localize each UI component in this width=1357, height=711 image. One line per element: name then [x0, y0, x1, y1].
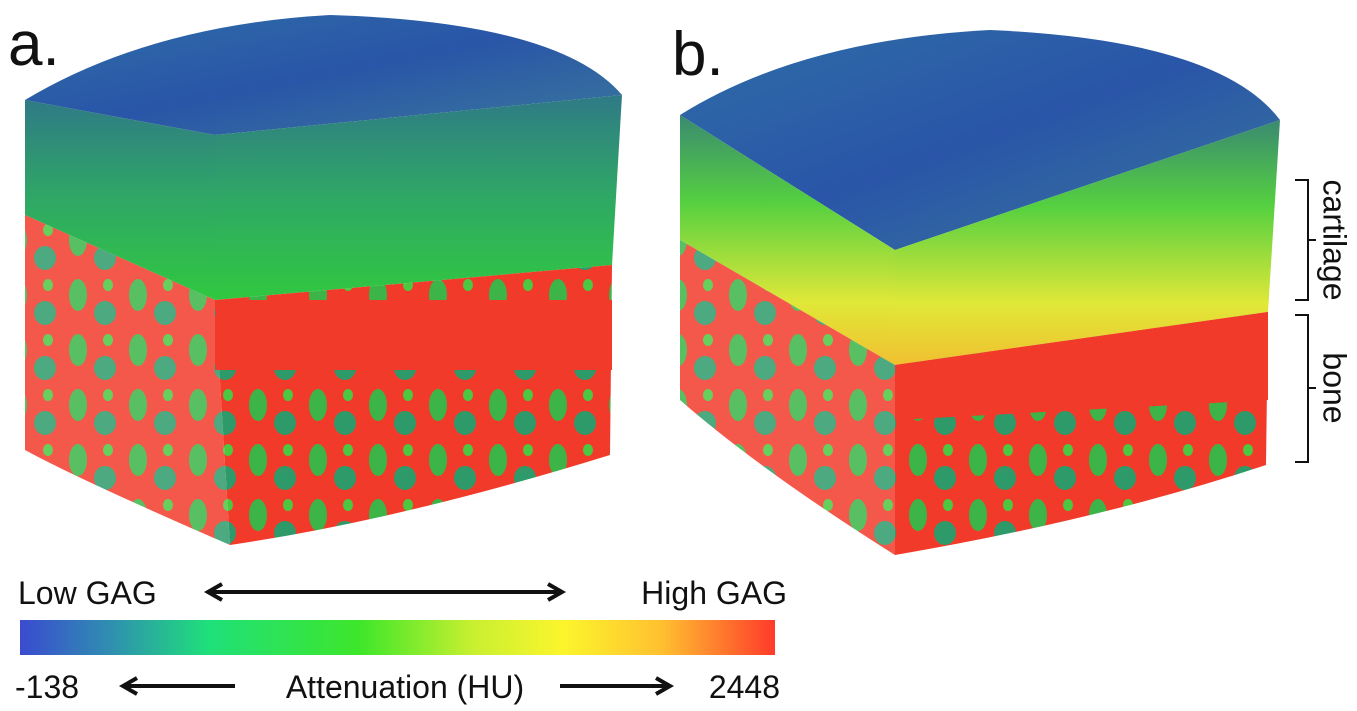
figure: a. b. cartilage bone Low GAG High GAG -1…: [0, 0, 1357, 706]
colorbar-legend: Low GAG High GAG -138 Attenuation (HU) 2…: [15, 575, 787, 705]
arrow: [208, 584, 562, 600]
low-label: Low GAG: [18, 575, 157, 611]
bone-face: [215, 300, 612, 370]
panel-label: a.: [8, 10, 60, 79]
region-label: cartilage: [1317, 180, 1353, 301]
panel-a: a.: [8, 10, 622, 545]
panel-label: b.: [672, 20, 724, 89]
colorbar: [20, 620, 775, 655]
panel-b: b.: [672, 20, 1280, 555]
colorbar-min: -138: [15, 669, 79, 705]
high-label: High GAG: [641, 575, 787, 611]
colorbar-title: Attenuation (HU): [286, 669, 524, 705]
colorbar-max: 2448: [709, 669, 780, 705]
region-label: bone: [1317, 352, 1353, 423]
bracket: [1295, 315, 1316, 462]
bracket: [1295, 180, 1316, 300]
